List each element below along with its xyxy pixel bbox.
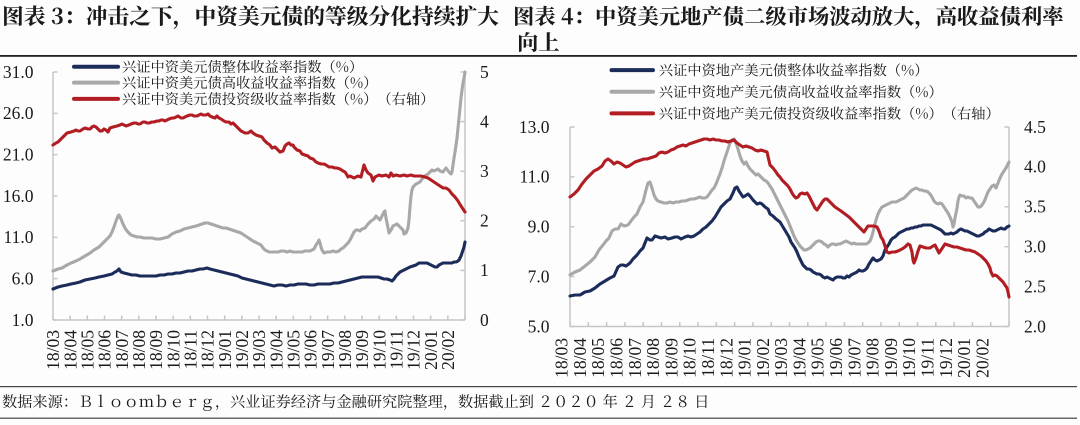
svg-text:31.0: 31.0 [3, 62, 34, 82]
svg-text:1.0: 1.0 [12, 310, 34, 330]
svg-text:3: 3 [480, 161, 489, 181]
svg-text:19/08: 19/08 [863, 338, 883, 378]
svg-text:19/07: 19/07 [318, 330, 338, 370]
svg-text:19/05: 19/05 [283, 330, 303, 370]
svg-text:19/12: 19/12 [936, 338, 956, 378]
svg-text:18/09: 18/09 [146, 330, 166, 370]
svg-text:18/03: 18/03 [43, 330, 63, 370]
svg-text:2.5: 2.5 [1024, 276, 1046, 296]
svg-text:18/03: 18/03 [552, 338, 572, 378]
svg-text:19/10: 19/10 [899, 338, 919, 378]
svg-text:20/01: 20/01 [954, 338, 974, 378]
svg-text:18/06: 18/06 [607, 338, 627, 378]
svg-text:3.5: 3.5 [1024, 197, 1046, 217]
svg-text:19/06: 19/06 [826, 338, 846, 378]
svg-text:20/02: 20/02 [972, 338, 992, 378]
svg-text:19/04: 19/04 [789, 338, 809, 378]
svg-text:19/12: 19/12 [404, 330, 424, 370]
svg-text:4.5: 4.5 [1024, 117, 1046, 137]
svg-text:18/09: 18/09 [661, 338, 681, 378]
svg-text:16.0: 16.0 [3, 186, 34, 206]
svg-text:18/05: 18/05 [588, 338, 608, 378]
svg-text:5: 5 [480, 62, 489, 82]
svg-text:19/01: 19/01 [215, 330, 235, 370]
svg-text:19/03: 19/03 [771, 338, 791, 378]
svg-text:20/01: 20/01 [421, 330, 441, 370]
svg-text:19/02: 19/02 [753, 338, 773, 378]
svg-text:20/02: 20/02 [438, 330, 458, 370]
svg-text:18/12: 18/12 [716, 338, 736, 378]
svg-text:1: 1 [480, 260, 489, 280]
svg-text:19/10: 19/10 [369, 330, 389, 370]
svg-text:18/10: 18/10 [163, 330, 183, 370]
svg-text:18/06: 18/06 [95, 330, 115, 370]
svg-text:6.0: 6.0 [12, 268, 34, 288]
svg-text:19/01: 19/01 [735, 338, 755, 378]
svg-text:18/07: 18/07 [112, 330, 132, 370]
svg-text:18/04: 18/04 [60, 330, 80, 370]
svg-text:18/05: 18/05 [77, 330, 97, 370]
svg-text:18/04: 18/04 [570, 338, 590, 378]
svg-text:4.0: 4.0 [1024, 157, 1046, 177]
svg-text:19/11: 19/11 [917, 338, 937, 377]
svg-text:18/08: 18/08 [643, 338, 663, 378]
svg-text:2: 2 [480, 211, 489, 231]
svg-text:19/08: 19/08 [335, 330, 355, 370]
svg-text:19/09: 19/09 [881, 338, 901, 378]
svg-text:26.0: 26.0 [3, 103, 34, 123]
svg-text:19/09: 19/09 [352, 330, 372, 370]
svg-text:19/05: 19/05 [808, 338, 828, 378]
svg-text:11.0: 11.0 [4, 227, 34, 247]
svg-text:19/03: 19/03 [249, 330, 269, 370]
svg-text:18/11: 18/11 [180, 330, 200, 369]
svg-text:7.0: 7.0 [528, 266, 550, 286]
svg-text:9.0: 9.0 [528, 217, 550, 237]
svg-text:11.0: 11.0 [520, 167, 550, 187]
svg-text:13.0: 13.0 [519, 117, 550, 137]
svg-text:18/07: 18/07 [625, 338, 645, 378]
svg-text:18/10: 18/10 [680, 338, 700, 378]
svg-text:21.0: 21.0 [3, 144, 34, 164]
svg-text:18/12: 18/12 [198, 330, 218, 370]
svg-text:19/02: 19/02 [232, 330, 252, 370]
svg-text:5.0: 5.0 [528, 316, 550, 336]
svg-text:19/11: 19/11 [386, 330, 406, 369]
svg-text:3.0: 3.0 [1024, 237, 1046, 257]
svg-text:19/06: 19/06 [301, 330, 321, 370]
svg-text:19/04: 19/04 [266, 330, 286, 370]
svg-text:2.0: 2.0 [1024, 316, 1046, 336]
svg-text:18/11: 18/11 [698, 338, 718, 377]
svg-text:0: 0 [480, 310, 489, 330]
svg-text:4: 4 [480, 111, 489, 131]
svg-text:18/08: 18/08 [129, 330, 149, 370]
svg-text:19/07: 19/07 [844, 338, 864, 378]
